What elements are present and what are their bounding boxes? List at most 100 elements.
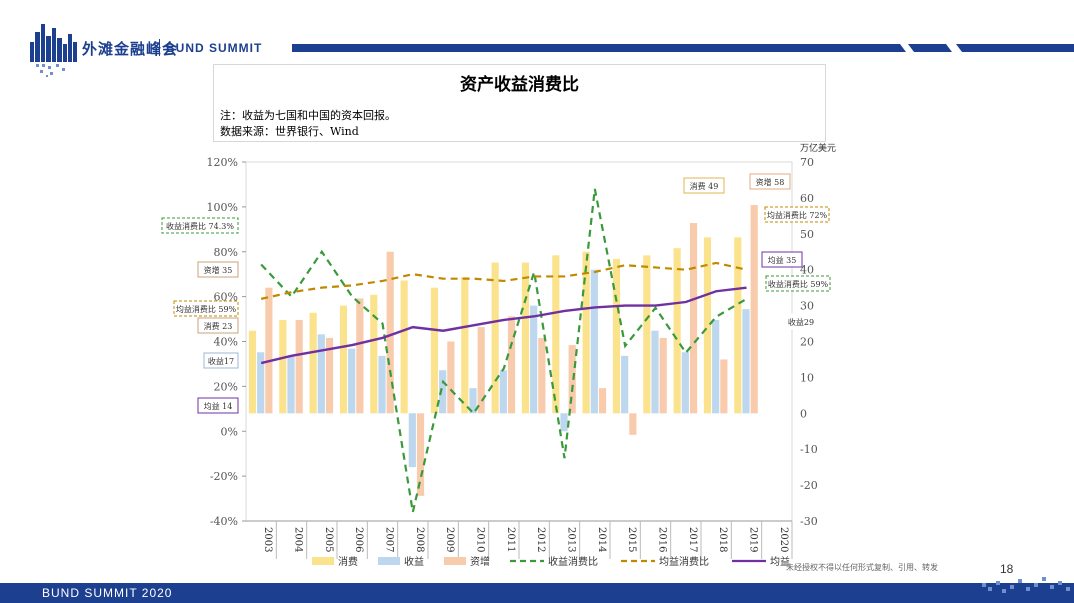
x-axis-tick-label: 2004 [293,527,304,552]
legend-label: 资增 [470,555,490,568]
copyright-notice: 未经授权不得以任何形式复制、引用、转发 [786,563,938,572]
bar-consumption [673,248,681,414]
legend-label: 均益 [770,555,790,568]
bar-asset-increase [447,341,455,414]
bar-asset-increase [720,359,728,414]
line-income-consumption-ratio [260,188,748,513]
footer-event-name: BUND SUMMIT 2020 [42,586,173,600]
legend-label: 消费 [338,555,358,568]
legend-swatch [444,557,466,565]
x-axis-tick-label: 2018 [717,527,728,552]
bar-asset-increase [325,337,334,414]
line-avg-income-consumption-ratio [260,261,747,300]
annotation-box [683,177,725,194]
bar-income [287,355,295,414]
bar-income [651,330,659,414]
bar-asset-increase [265,287,273,414]
annotation-label: 资增 58 [756,177,785,187]
x-axis-tick-label: 2009 [444,527,455,552]
bar-consumption [703,237,712,414]
left-axis-tick-label: 80% [214,246,238,259]
bar-asset-increase [416,413,425,496]
right-axis-unit: 万亿美元 [800,142,836,154]
bar-consumption [400,280,408,414]
right-axis-tick-label: 50 [800,228,814,241]
right-axis-tick-label: 70 [800,156,814,169]
bar-income [317,334,325,414]
left-axis-tick-label: -20% [210,470,238,483]
right-axis-tick-label: 10 [800,371,814,384]
annotation-label: 资增 35 [204,265,233,275]
bar-income [681,352,689,414]
legend-label: 均益消费比 [659,555,709,568]
bar-asset-increase [568,345,576,414]
right-axis-tick-label: 0 [800,407,807,420]
x-axis-tick-label: 2012 [535,527,546,552]
bar-income [712,319,720,414]
bund-summit-logo [30,24,77,77]
bar-income [742,309,750,414]
annotation-label: 均益消费比 59% [176,304,237,314]
annotation-box [161,217,239,234]
x-axis-tick-label: 2008 [414,527,425,552]
x-axis-tick-label: 2006 [353,527,364,552]
x-axis-tick-label: 2007 [384,527,395,552]
annotation-label: 均益消费比 72% [767,210,828,220]
page-number: 18 [1000,562,1014,576]
annotation-box [761,251,803,268]
right-axis-tick-label: -10 [800,443,818,456]
legend-swatch [378,557,400,565]
bar-income [621,355,629,414]
annotation-label: 收益消费比 74.3% [166,221,234,231]
line-avg-income [260,286,747,365]
annotation-box [203,352,239,369]
x-axis-tick-label: 2014 [596,527,607,552]
bar-consumption [491,262,499,414]
bar-asset-increase [538,337,546,414]
right-axis-tick-label: -30 [800,515,818,528]
bar-asset-increase [659,337,667,414]
annotation-box [197,397,239,414]
bar-consumption [430,287,439,414]
left-axis-tick-label: 0% [221,425,238,438]
bar-consumption [309,312,317,414]
bar-income [378,355,386,414]
footer-bar: BUND SUMMIT 2020 [0,583,1074,603]
annotation-label: 均益 35 [768,255,797,265]
bar-income [348,348,356,414]
annotation-box [749,173,791,190]
header-stripe [292,44,1074,52]
x-axis-tick-label: 2015 [626,527,637,552]
x-axis-tick-label: 2010 [475,527,486,552]
brand-name-cn: 外滩金融峰会 [82,40,179,58]
bar-consumption [643,255,651,414]
x-axis-tick-label: 2017 [687,527,698,552]
bar-consumption [370,294,378,414]
annotation-box [197,317,239,334]
right-axis-tick-label: 60 [800,192,814,205]
left-axis-tick-label: 100% [207,201,238,214]
right-axis-tick-label: 20 [800,336,814,349]
x-axis-tick-label: 2011 [505,527,516,552]
left-axis-tick-label: 20% [214,380,238,393]
annotation-label: 收益29 [788,317,814,327]
bar-asset-increase [386,251,394,414]
x-axis-tick-label: 2016 [657,527,668,552]
bar-asset-increase [629,413,637,435]
bar-income [439,370,447,414]
chart-title-box: 资产收益消费比 注：收益为七国和中国的资本回报。 数据来源：世界银行、Wind [213,64,826,142]
chart-note: 注：收益为七国和中国的资本回报。 [220,109,396,122]
bar-income [408,413,416,468]
right-axis-tick-label: 30 [800,300,814,313]
bar-asset-increase [356,298,364,414]
footer-pixel-decoration [982,577,1070,593]
legend-label: 收益 [404,555,424,568]
bar-consumption [612,258,621,414]
annotation-box [197,261,239,278]
left-axis-tick-label: 40% [214,336,238,349]
x-axis-tick-label: 2019 [748,527,759,552]
annotation-label: 均益 14 [204,401,233,411]
annotation-label: 收益17 [208,356,234,366]
bar-income [590,269,598,414]
